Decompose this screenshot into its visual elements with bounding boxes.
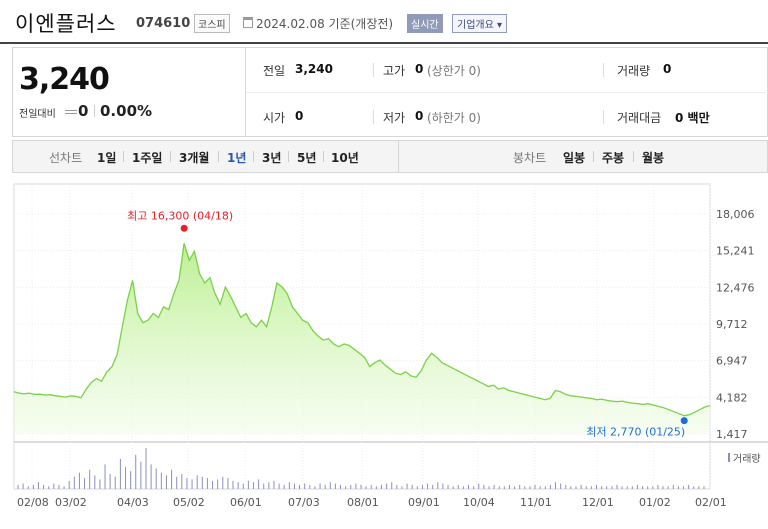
divider <box>218 151 219 162</box>
price-chart: 18,006 15,241 12,476 9,712 6,947 4,182 1,417 02… <box>0 180 768 529</box>
open-value: 0 <box>295 109 304 123</box>
low-label: 최저 2,770 (01/25) <box>586 426 685 439</box>
prev-close-label: 전일 <box>263 64 286 78</box>
stock-header: 이엔플러스 074610 코스피 2024.02.08 기준(개장전) 실시간 … <box>0 0 768 44</box>
divider <box>94 105 95 117</box>
divider <box>170 151 171 162</box>
high-marker <box>180 224 188 232</box>
low-label: 저가 <box>383 111 406 125</box>
low-marker <box>680 417 688 425</box>
volume-label: 거래량 <box>617 64 651 78</box>
company-info-dropdown[interactable]: 기업개요 ▾ <box>452 14 507 33</box>
period-3y[interactable]: 3년 <box>262 151 282 165</box>
market-badge: 코스피 <box>194 14 230 33</box>
volume-legend-icon <box>728 453 730 462</box>
candle-weekly[interactable]: 주봉 <box>602 151 625 165</box>
price-line <box>13 243 711 417</box>
candle-monthly[interactable]: 월봉 <box>642 151 665 165</box>
divider <box>253 151 254 162</box>
flat-icon <box>65 110 77 114</box>
y-tick-label: 6,947 <box>716 355 748 368</box>
period-1y[interactable]: 1년 <box>227 151 247 165</box>
x-tick-label: 02/08 <box>17 496 49 509</box>
y-tick-label: 9,712 <box>716 318 748 331</box>
high-label: 최고 16,300 (04/18) <box>127 209 233 222</box>
amount-value: 0 백만 <box>675 111 710 125</box>
divider <box>603 63 604 77</box>
open-label: 시가 <box>263 111 286 125</box>
bar-divider <box>398 141 399 172</box>
change-percent: 0.00% <box>100 102 153 120</box>
divider <box>373 110 374 124</box>
x-tick-label: 04/03 <box>117 496 149 509</box>
amount-label: 거래대금 <box>617 111 662 125</box>
lower-limit: (하한가 0) <box>427 111 481 125</box>
x-tick-label: 07/03 <box>288 496 320 509</box>
high-label: 고가 <box>383 64 406 78</box>
y-tick-label: 4,182 <box>716 391 748 404</box>
y-tick-label: 1,417 <box>716 428 748 441</box>
period-bar: 선차트 1일 1주일 3개월 1년 3년 5년 10년 봉차트 일봉 주봉 월봉 <box>12 140 768 173</box>
divider <box>633 151 634 162</box>
y-tick-label: 12,476 <box>716 281 755 294</box>
volume-legend-label: 거래량 <box>733 453 761 465</box>
divider <box>288 151 289 162</box>
low-value: 0 <box>415 109 424 123</box>
x-tick-label: 01/02 <box>639 496 671 509</box>
current-price: 3,240 <box>19 62 110 97</box>
period-10y[interactable]: 10년 <box>331 151 359 165</box>
high-value: 0 <box>415 62 424 76</box>
candle-chart-label: 봉차트 <box>513 151 547 165</box>
prev-close-value: 3,240 <box>295 62 333 76</box>
quote-panel: 3,240 전일대비 0 0.00% 전일 3,240 고가 0 (상한가 0)… <box>12 47 768 137</box>
stock-name: 이엔플러스 <box>15 12 117 36</box>
stock-code: 074610 <box>136 16 191 31</box>
realtime-button[interactable]: 실시간 <box>407 14 443 33</box>
y-tick-label: 18,006 <box>716 208 755 221</box>
price-chart-svg: 18,006 15,241 12,476 9,712 6,947 4,182 1,417 02… <box>13 183 768 509</box>
volume-value: 0 <box>663 62 672 76</box>
x-tick-label: 02/01 <box>695 496 727 509</box>
period-1w[interactable]: 1주일 <box>132 151 163 165</box>
period-5y[interactable]: 5년 <box>297 151 317 165</box>
period-1d[interactable]: 1일 <box>97 151 117 165</box>
base-date: 2024.02.08 기준(개장전) <box>256 17 394 31</box>
period-3m[interactable]: 3개월 <box>179 151 210 165</box>
price-area <box>14 243 710 434</box>
current-price-box: 3,240 전일대비 0 0.00% <box>13 48 246 136</box>
divider <box>373 63 374 77</box>
divider <box>593 151 594 162</box>
divider <box>323 151 324 162</box>
divider <box>123 151 124 162</box>
x-tick-label: 08/01 <box>347 496 379 509</box>
candle-daily[interactable]: 일봉 <box>563 151 586 165</box>
calendar-icon <box>243 17 253 28</box>
line-chart-label: 선차트 <box>49 151 83 165</box>
x-tick-label: 05/02 <box>173 496 205 509</box>
header-divider <box>0 42 768 44</box>
x-tick-label: 03/02 <box>55 496 87 509</box>
x-tick-label: 11/01 <box>520 496 552 509</box>
x-tick-label: 09/01 <box>408 496 440 509</box>
upper-limit: (상한가 0) <box>427 64 481 78</box>
x-tick-label: 12/01 <box>582 496 614 509</box>
change-label: 전일대비 <box>19 109 56 120</box>
x-tick-label: 10/04 <box>463 496 495 509</box>
row-divider <box>246 92 768 93</box>
change-value: 0 <box>78 102 89 120</box>
x-tick-label: 06/01 <box>230 496 262 509</box>
divider <box>603 110 604 124</box>
y-tick-label: 15,241 <box>716 245 755 258</box>
